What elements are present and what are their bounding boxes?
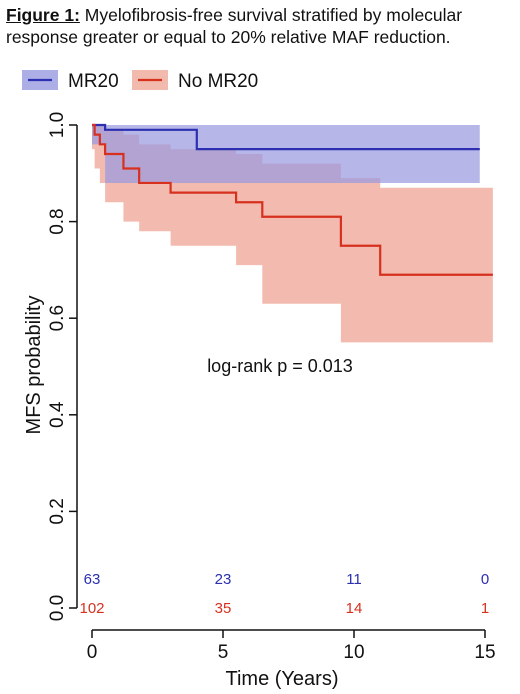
legend: MR20 No MR20 — [22, 70, 258, 92]
survival-line-mr20 — [92, 123, 480, 151]
risk-table: 63 23 11 0 102 35 14 1 — [79, 571, 489, 617]
x-tick-label: 5 — [218, 642, 229, 663]
risk-count: 102 — [79, 600, 104, 617]
risk-count: 63 — [84, 571, 101, 588]
risk-count: 23 — [215, 571, 232, 588]
y-tick-label: 0.2 — [47, 498, 68, 524]
axes: 0 5 10 150.00.20.40.60.81.0 — [47, 112, 496, 663]
figure-label: Figure 1: — [6, 5, 80, 25]
x-tick-label: 0 — [87, 642, 98, 663]
survival-line-no-mr20 — [92, 123, 493, 276]
risk-count: 1 — [481, 600, 489, 617]
x-tick-label: 15 — [474, 642, 495, 663]
legend-label-no-mr20: No MR20 — [178, 71, 258, 92]
x-tick-label: 10 — [343, 642, 364, 663]
y-tick-label: 0.8 — [47, 208, 68, 234]
risk-count: 11 — [346, 571, 362, 588]
legend-label-mr20: MR20 — [68, 71, 119, 92]
y-tick-label: 0.6 — [47, 305, 68, 331]
x-axis-label: Time (Years) — [226, 668, 339, 690]
y-tick-label: 0.0 — [47, 595, 68, 621]
figure-caption: Figure 1: Myelofibrosis-free survival st… — [6, 4, 516, 48]
y-axis-label: MFS probability — [23, 296, 45, 435]
risk-count: 14 — [346, 600, 363, 617]
confidence-bands — [92, 125, 493, 343]
risk-count: 35 — [215, 600, 232, 617]
y-tick-label: 0.4 — [47, 401, 68, 428]
p-value-annotation: log-rank p = 0.013 — [207, 356, 353, 376]
y-tick-label: 1.0 — [47, 112, 68, 138]
figure-caption-text: Myelofibrosis-free survival stratified b… — [6, 5, 463, 47]
ci-band-mr20 — [92, 125, 480, 183]
survival-curves — [92, 123, 493, 276]
risk-count: 0 — [481, 571, 489, 588]
